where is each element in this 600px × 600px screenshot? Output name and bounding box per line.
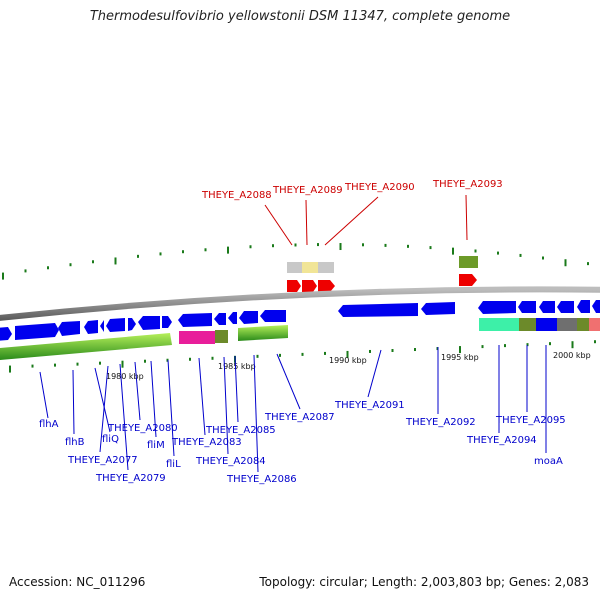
- gene-arrow[interactable]: [557, 301, 574, 313]
- gene-label-THEYE_A2086[interactable]: THEYE_A2086: [226, 474, 297, 485]
- gene-label-THEYE_A2084[interactable]: THEYE_A2084: [195, 456, 266, 467]
- gene-arrow[interactable]: [228, 312, 237, 324]
- gene-label-fliM[interactable]: fliM: [147, 440, 165, 451]
- domain-box: [179, 331, 215, 344]
- gene-arrow[interactable]: [239, 311, 258, 324]
- gene-arrow[interactable]: [592, 300, 600, 313]
- gene-track: [0, 300, 600, 341]
- gene-label-THEYE_A2093[interactable]: THEYE_A2093: [432, 179, 503, 190]
- gene-arrow-THEYE_A2092[interactable]: [421, 302, 455, 315]
- domain-box: [536, 318, 557, 331]
- gene-box: [287, 262, 303, 273]
- lower-track: [0, 318, 600, 360]
- genome-summary-text: Topology: circular; Length: 2,003,803 bp…: [259, 575, 589, 589]
- scale-label: 2000 kbp: [553, 351, 591, 360]
- gene-label-fliQ[interactable]: fliQ: [102, 434, 119, 445]
- gene-box: [318, 262, 334, 273]
- gene-arrow[interactable]: [162, 316, 172, 328]
- bottom-gene-labels: flhA flhB fliQ THEYE_A2077 THEYE_A2079 T…: [39, 345, 566, 485]
- gene-label-THEYE_A2079[interactable]: THEYE_A2079: [95, 473, 166, 484]
- gene-label-THEYE_A2091[interactable]: THEYE_A2091: [334, 400, 405, 411]
- scale-label: 1980 kbp: [106, 372, 144, 381]
- gene-arrow-THEYE_A2094[interactable]: [478, 301, 516, 314]
- gene-arrow[interactable]: [128, 318, 136, 331]
- gene-label-THEYE_A2095[interactable]: THEYE_A2095: [495, 415, 566, 426]
- gene-arrow[interactable]: [84, 320, 98, 334]
- gene-arrow-THEYE_A2088[interactable]: [287, 280, 301, 292]
- gene-arrow-THEYE_A2093[interactable]: [459, 274, 477, 286]
- upper-track: [287, 256, 478, 292]
- gene-arrow[interactable]: [15, 323, 59, 340]
- gene-label-THEYE_A2092[interactable]: THEYE_A2092: [405, 417, 476, 428]
- gene-label-THEYE_A2088[interactable]: THEYE_A2088: [201, 190, 272, 201]
- gene-label-THEYE_A2090[interactable]: THEYE_A2090: [344, 182, 415, 193]
- gene-label-fliL[interactable]: fliL: [166, 459, 181, 470]
- gene-label-THEYE_A2094[interactable]: THEYE_A2094: [466, 435, 537, 446]
- gene-arrow[interactable]: [100, 320, 104, 332]
- gene-arrow[interactable]: [214, 313, 226, 325]
- gene-label-THEYE_A2085[interactable]: THEYE_A2085: [205, 425, 276, 436]
- top-gene-labels: THEYE_A2088 THEYE_A2089 THEYE_A2090 THEY…: [201, 179, 503, 246]
- gene-arrow[interactable]: [58, 321, 80, 336]
- domain-box: [215, 330, 228, 343]
- gene-label-THEYE_A2077[interactable]: THEYE_A2077: [67, 455, 138, 466]
- domain-box: [557, 318, 577, 331]
- outer-tick-ring: [2, 243, 589, 280]
- gene-arrow-THEYE_A2095[interactable]: [518, 301, 536, 313]
- scale-label: 1995 kbp: [441, 353, 479, 362]
- domain-box: [479, 318, 519, 331]
- gene-label-THEYE_A2087[interactable]: THEYE_A2087: [264, 412, 335, 423]
- map-title: Thermodesulfovibrio yellowstonii DSM 113…: [89, 9, 511, 24]
- gene-label-THEYE_A2080[interactable]: THEYE_A2080: [107, 423, 178, 434]
- domain-bar: [0, 333, 172, 360]
- gene-arrow-THEYE_A2091[interactable]: [338, 303, 418, 317]
- domain-box: [589, 318, 600, 331]
- domain-box: [519, 318, 536, 331]
- gene-arrow-THEYE_A2089[interactable]: [302, 280, 317, 292]
- gene-label-moaA[interactable]: moaA: [534, 456, 563, 467]
- gene-arrow[interactable]: [138, 316, 160, 330]
- gene-arrow[interactable]: [178, 313, 212, 327]
- scale-label: 1985 kbp: [218, 362, 256, 371]
- gene-arrow[interactable]: [260, 310, 286, 322]
- accession-text: Accession: NC_011296: [9, 575, 146, 589]
- gene-arrow[interactable]: [539, 301, 555, 313]
- gene-label-flhA[interactable]: flhA: [39, 419, 59, 430]
- genome-backbone: [0, 286, 600, 321]
- domain-bar: [238, 325, 288, 341]
- gene-arrow-THEYE_A2090[interactable]: [318, 280, 335, 292]
- gene-label-THEYE_A2089[interactable]: THEYE_A2089: [272, 185, 343, 196]
- scale-labels: 1980 kbp 1985 kbp 1990 kbp 1995 kbp 2000…: [106, 351, 591, 381]
- domain-box: [577, 318, 589, 331]
- gene-box: [459, 256, 478, 268]
- gene-arrow[interactable]: [0, 327, 12, 341]
- gene-arrow[interactable]: [106, 318, 125, 332]
- gene-label-flhB[interactable]: flhB: [65, 437, 85, 448]
- gene-box: [302, 262, 318, 273]
- scale-label: 1990 kbp: [329, 356, 367, 365]
- gene-arrow[interactable]: [577, 300, 590, 313]
- gene-label-THEYE_A2083[interactable]: THEYE_A2083: [171, 437, 242, 448]
